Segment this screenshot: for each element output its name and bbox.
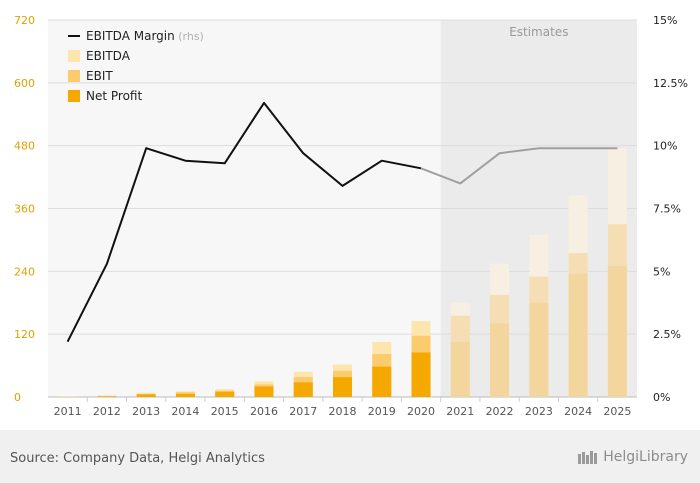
- x-tick-label: 2013: [132, 405, 160, 418]
- y2-tick-label: 15%: [653, 14, 677, 27]
- x-tick-label: 2019: [368, 405, 396, 418]
- y2-tick-label: 2.5%: [653, 328, 681, 341]
- bar-net-profit: [568, 273, 588, 397]
- bar-net-profit: [529, 302, 549, 397]
- line-ebitda-margin: [66, 101, 422, 343]
- bar-net-profit: [490, 323, 510, 397]
- bar-net-profit: [136, 394, 156, 397]
- legend-bar-swatch: [68, 70, 80, 82]
- bar-net-profit: [411, 352, 431, 397]
- bar-net-profit: [333, 377, 352, 397]
- helgi-library-logo[interactable]: HelgiLibrary: [577, 449, 688, 465]
- x-tick-label: 2017: [289, 405, 317, 418]
- y2-tick-label: 5%: [653, 265, 670, 278]
- legend-bar-swatch: [68, 90, 80, 102]
- y-tick-label: 480: [14, 140, 35, 153]
- y-tick-label: 720: [14, 14, 35, 27]
- bar-net-profit: [254, 386, 274, 397]
- bar-net-profit: [215, 391, 235, 397]
- x-tick-label: 2014: [171, 405, 199, 418]
- legend-label: EBITDA: [86, 49, 131, 63]
- x-tick-label: 2020: [407, 405, 435, 418]
- y-tick-label: 0: [14, 391, 21, 404]
- y-tick-label: 360: [14, 203, 35, 216]
- x-tick-label: 2012: [93, 405, 121, 418]
- y2-tick-label: 0%: [653, 391, 670, 404]
- y-tick-label: 600: [14, 77, 35, 90]
- y2-tick-label: 12.5%: [653, 77, 688, 90]
- y-tick-label: 240: [14, 265, 35, 278]
- legend-note: (rhs): [175, 30, 204, 43]
- estimates-label: Estimates: [509, 25, 568, 39]
- bar-net-profit: [97, 396, 117, 397]
- x-tick-label: 2022: [486, 405, 514, 418]
- x-tick-label: 2016: [250, 405, 278, 418]
- legend-bar-swatch: [68, 50, 80, 62]
- y2-tick-label: 10%: [653, 140, 677, 153]
- x-tick-label: 2011: [54, 405, 82, 418]
- chart: Estimates 0 120 240 360 480 600 720 0% 2.5% 5% 7.5%…: [14, 14, 688, 418]
- library-icon: [578, 451, 598, 464]
- footer: Source: Company Data, Helgi Analytics He…: [0, 430, 700, 483]
- x-tick-label: 2018: [329, 405, 357, 418]
- bar-net-profit: [450, 342, 470, 397]
- y2-tick-label: 7.5%: [653, 203, 681, 216]
- bar-net-profit: [372, 366, 392, 397]
- x-tick-label: 2024: [564, 405, 592, 418]
- line-ebitda-margin-estimates: [420, 147, 618, 185]
- legend-label: EBITDA Margin (rhs): [86, 29, 204, 43]
- x-tick-label: 2021: [446, 405, 474, 418]
- bar-net-profit: [293, 382, 313, 397]
- legend-label: EBIT: [86, 69, 113, 83]
- y-tick-label: 120: [14, 328, 35, 341]
- x-tick-label: 2023: [525, 405, 553, 418]
- bar-net-profit: [607, 266, 627, 397]
- legend-label: Net Profit: [86, 89, 142, 103]
- bar-net-profit: [175, 393, 195, 397]
- logo-text: HelgiLibrary: [603, 449, 688, 465]
- x-tick-label: 2025: [603, 405, 631, 418]
- x-tick-label: 2015: [211, 405, 239, 418]
- source-note: Source: Company Data, Helgi Analytics: [10, 451, 265, 466]
